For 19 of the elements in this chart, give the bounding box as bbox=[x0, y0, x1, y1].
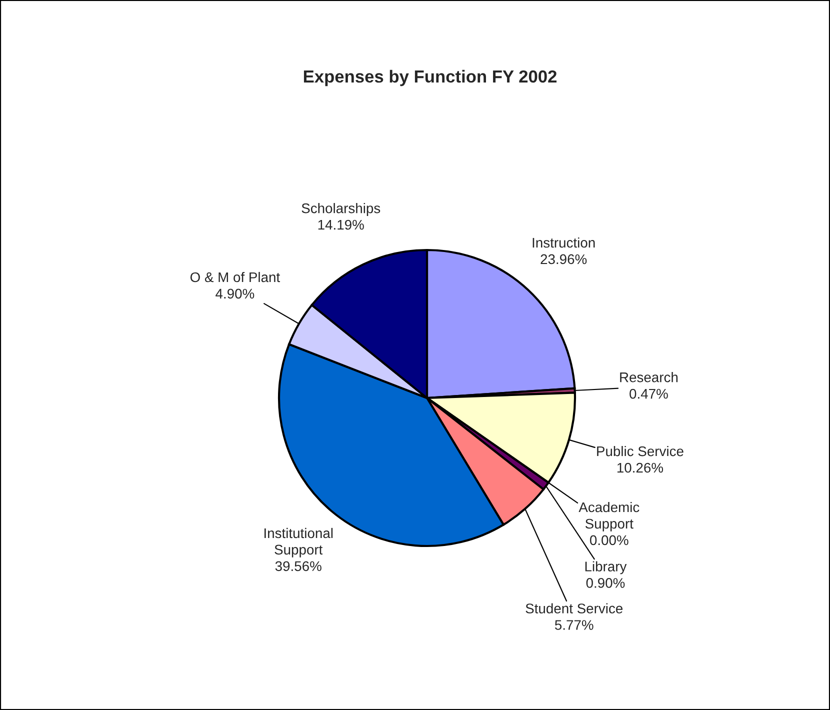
slice-label: Research bbox=[620, 372, 678, 382]
slice-label: O & M of Plant bbox=[190, 272, 280, 282]
text: 0.00% bbox=[590, 535, 628, 546]
data-label: 14.19% bbox=[318, 220, 364, 230]
category-label: Academic Support bbox=[578, 502, 640, 532]
data-label: 0.90% bbox=[586, 578, 625, 588]
data-label: 10.26% bbox=[617, 462, 664, 473]
slice-label: Institutional Support bbox=[264, 528, 333, 558]
slice-label: Library bbox=[585, 561, 627, 574]
data-label: 0.47% bbox=[630, 388, 668, 399]
slice-label: Public Service bbox=[597, 446, 684, 456]
slice-label: Instruction bbox=[532, 237, 595, 248]
data-label: 4.90% bbox=[216, 288, 254, 299]
chart-title: Expenses by Function FY 2002 bbox=[304, 70, 557, 86]
slice-label: Scholarships bbox=[302, 203, 380, 216]
slice-label: Student Service bbox=[526, 603, 623, 614]
data-label: 39.56% bbox=[275, 561, 322, 572]
data-label: 23.96% bbox=[540, 254, 587, 264]
data-label: 5.77% bbox=[554, 620, 594, 630]
